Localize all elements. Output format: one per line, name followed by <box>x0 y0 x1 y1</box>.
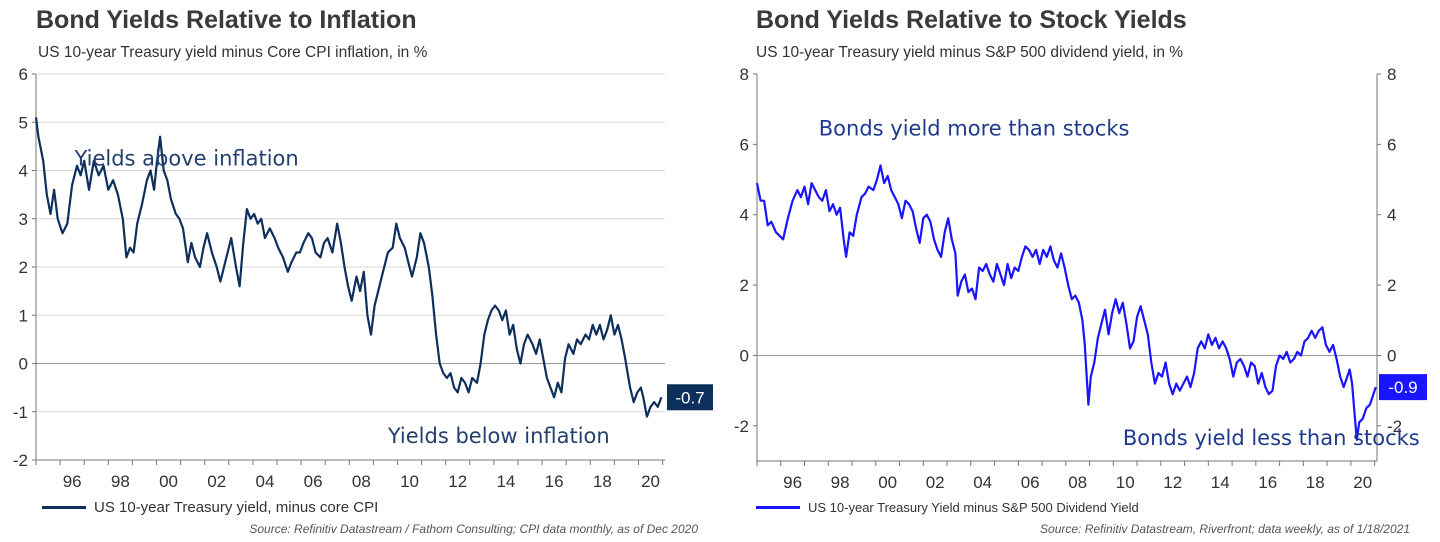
x-tick-label: 00 <box>878 473 897 492</box>
x-tick-label: 18 <box>1306 473 1325 492</box>
y-tick-label-right: 2 <box>1387 276 1396 295</box>
y-tick-label: -2 <box>734 417 749 436</box>
x-tick-label: 16 <box>1258 473 1277 492</box>
y-tick-label: 4 <box>19 162 28 181</box>
chart-annotation: Yields above inflation <box>74 147 299 171</box>
x-tick-label: 14 <box>496 472 515 491</box>
x-tick-label: 04 <box>255 472 274 491</box>
chart-annotation: Bonds yield more than stocks <box>819 117 1130 141</box>
x-tick-label: 04 <box>973 473 992 492</box>
chart-subtitle: US 10-year Treasury yield minus S&P 500 … <box>756 44 1184 61</box>
y-tick-label: -2 <box>13 451 28 470</box>
x-tick-label: 00 <box>159 472 178 491</box>
legend-swatch <box>756 506 800 509</box>
chart-legend: US 10-year Treasury Yield minus S&P 500 … <box>756 500 1139 515</box>
x-tick-label: 06 <box>1021 473 1040 492</box>
x-tick-label: 14 <box>1211 473 1230 492</box>
y-tick-label: 6 <box>19 65 28 84</box>
y-tick-label: -1 <box>13 403 28 422</box>
y-tick-label: 1 <box>19 306 28 325</box>
right-chart-plot: -2 -20 02 24 46 68 896 98 00 02 04 06 08 10 12 14 16 18 20… <box>734 65 1427 492</box>
last-value-badge <box>1379 374 1427 401</box>
x-tick-label: 08 <box>1068 473 1087 492</box>
legend-label: US 10-year Treasury yield, minus core CP… <box>94 499 379 516</box>
last-value-badge <box>667 384 713 411</box>
y-tick-label: 3 <box>19 210 28 229</box>
series-line <box>755 164 1377 441</box>
y-tick-label: 5 <box>19 113 28 132</box>
x-tick-label: 98 <box>831 473 850 492</box>
y-tick-label: 2 <box>740 276 749 295</box>
y-tick-label: 0 <box>740 346 749 365</box>
chart-title: Bond Yields Relative to Stock Yields <box>756 6 1187 34</box>
chart-annotation: Yields below inflation <box>387 424 610 448</box>
right-chart-panel: Bond Yields Relative to Stock Yields US … <box>720 0 1440 542</box>
x-tick-label: 98 <box>111 472 130 491</box>
y-tick-label-right: 8 <box>1387 65 1396 84</box>
legend-swatch <box>42 506 86 509</box>
last-value-label: -0.7 <box>675 388 704 407</box>
series-line <box>34 117 663 418</box>
y-tick-label: 6 <box>740 135 749 154</box>
y-tick-label: 8 <box>740 65 749 84</box>
x-tick-label: 96 <box>783 473 802 492</box>
x-tick-label: 10 <box>400 472 419 491</box>
x-tick-label: 02 <box>207 472 226 491</box>
x-tick-label: 20 <box>641 472 660 491</box>
last-value-label: -0.9 <box>1388 378 1417 397</box>
chart-legend: US 10-year Treasury yield, minus core CP… <box>42 499 378 516</box>
chart-annotation: Bonds yield less than stocks <box>1123 426 1420 450</box>
y-tick-label-right: 0 <box>1387 346 1396 365</box>
y-tick-label: 2 <box>19 258 28 277</box>
left-chart-panel: Bond Yields Relative to Inflation US 10-… <box>13 6 713 536</box>
x-tick-label: 06 <box>304 472 323 491</box>
x-tick-label: 16 <box>545 472 564 491</box>
y-tick-label: 4 <box>740 206 749 225</box>
y-tick-label-right: 4 <box>1387 206 1396 225</box>
x-tick-label: 18 <box>593 472 612 491</box>
x-tick-label: 96 <box>63 472 82 491</box>
y-tick-label-right: 6 <box>1387 135 1396 154</box>
y-tick-label: 0 <box>19 355 28 374</box>
chart-subtitle: US 10-year Treasury yield minus Core CPI… <box>38 44 428 61</box>
y-tick-label-right: -2 <box>1387 417 1402 436</box>
x-tick-label: 12 <box>448 472 467 491</box>
chart-source: Source: Refinitiv Datastream / Fathom Co… <box>249 522 698 536</box>
x-tick-label: 12 <box>1163 473 1182 492</box>
chart-source: Source: Refinitiv Datastream, Riverfront… <box>1040 522 1410 536</box>
x-tick-label: 02 <box>926 473 945 492</box>
legend-label: US 10-year Treasury Yield minus S&P 500 … <box>808 500 1139 515</box>
x-tick-label: 10 <box>1116 473 1135 492</box>
chart-title: Bond Yields Relative to Inflation <box>36 6 417 34</box>
x-tick-label: 08 <box>352 472 371 491</box>
x-tick-label: 20 <box>1353 473 1372 492</box>
